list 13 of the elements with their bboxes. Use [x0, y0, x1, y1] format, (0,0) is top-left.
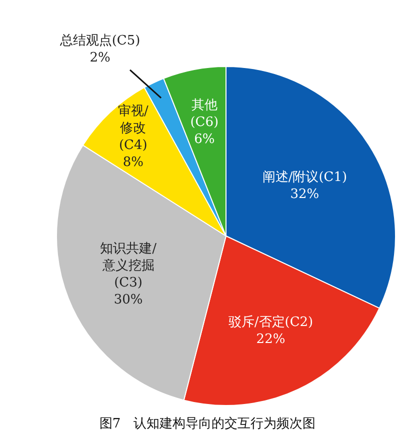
- data-label: 8%: [122, 155, 144, 170]
- data-label: 32%: [290, 186, 320, 202]
- slice-label: 审视/修改(C4): [118, 103, 149, 154]
- slice-label: 其他(C6): [190, 98, 219, 130]
- data-label: 22%: [256, 332, 286, 347]
- slice-label: 阐述/附议(C1): [262, 170, 348, 185]
- slice-label: 驳斥/否定(C2): [228, 314, 314, 330]
- data-label: 30%: [114, 292, 143, 308]
- slice-label: 知识共建/意义挖掘(C3): [100, 242, 158, 291]
- data-label: 6%: [194, 132, 215, 148]
- text: 图7 认知建构导向的交互行为频次图: [99, 415, 316, 432]
- slice-label: 总结观点(C5): [58, 33, 140, 48]
- data-label: 2%: [90, 50, 110, 66]
